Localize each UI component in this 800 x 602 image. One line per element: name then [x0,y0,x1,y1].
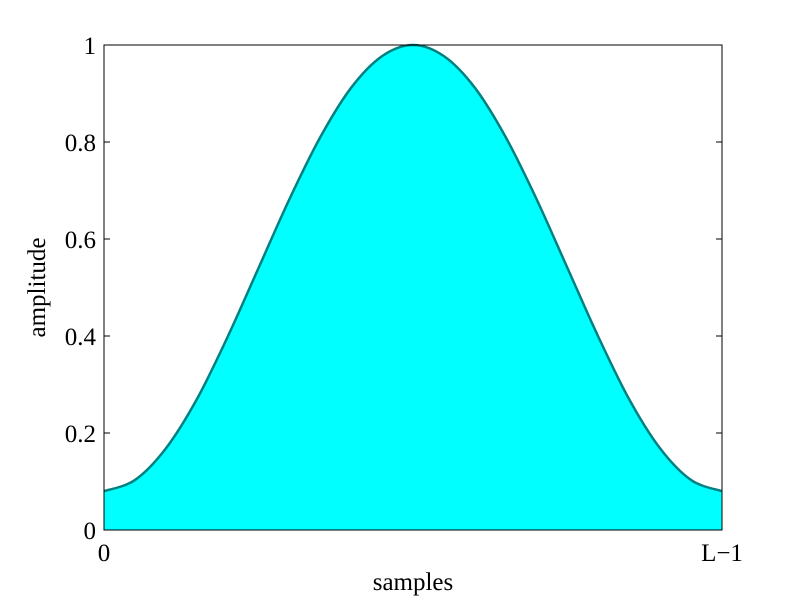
ticks-layer: 0 0.2 0.4 0.6 0.8 1 0 L−1 [65,33,743,567]
y-tick-label-1: 0.2 [65,421,96,448]
y-tick-label-5: 1 [84,33,97,60]
plot-frame [103,44,723,531]
area-layer [103,43,723,530]
y-axis-title: amplitude [24,238,51,338]
y-tick-label-3: 0.6 [65,227,96,254]
x-axis-title: samples [373,569,454,596]
y-tick-label-2: 0.4 [65,324,97,351]
x-tick-label-0: 0 [98,540,111,567]
y-tick-label-0: 0 [84,518,97,545]
series-0-area [104,45,722,530]
x-tick-label-1: L−1 [701,540,743,567]
y-tick-label-4: 0.8 [65,130,96,157]
